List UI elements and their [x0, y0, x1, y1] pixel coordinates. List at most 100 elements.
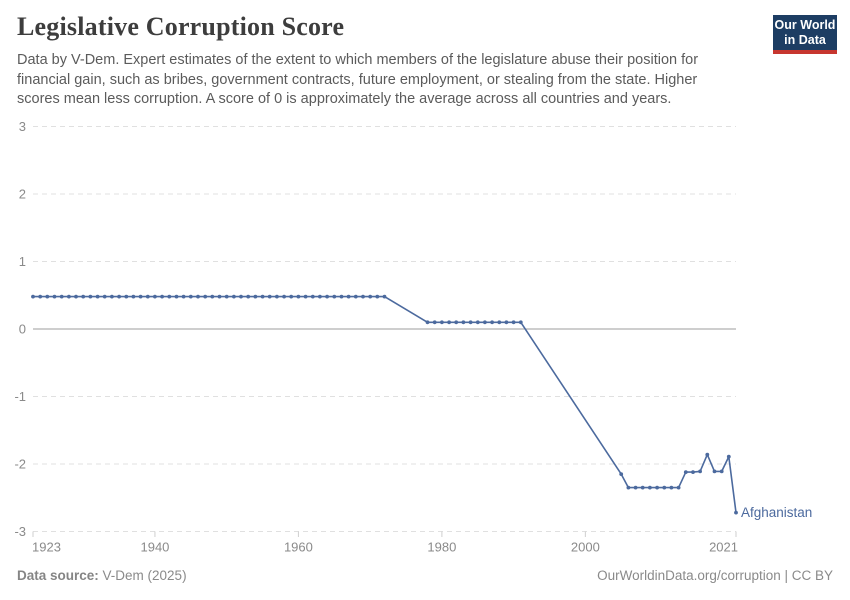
data-point [490, 320, 494, 325]
data-point [511, 320, 516, 325]
data-point [188, 294, 193, 299]
data-point [124, 294, 129, 299]
data-point [432, 320, 437, 325]
data-point [267, 294, 272, 299]
data-point [95, 294, 100, 299]
subtitle-line: scores mean less corruption. A score of … [17, 91, 672, 107]
data-point [74, 294, 78, 299]
data-point [425, 320, 430, 325]
data-point [368, 294, 373, 299]
data-point [31, 294, 35, 299]
data-point [174, 294, 179, 299]
y-axis-tick-label: 2 [19, 187, 26, 202]
data-point [282, 294, 286, 299]
data-point [461, 320, 466, 325]
data-point [712, 469, 717, 474]
data-point [497, 320, 502, 325]
data-point [246, 294, 251, 299]
data-point [260, 294, 265, 299]
data-point [239, 294, 243, 299]
data-point [633, 485, 638, 490]
data-point [346, 294, 351, 299]
data-point [655, 485, 659, 490]
y-axis-tick-label: -3 [14, 524, 26, 539]
data-point [662, 485, 667, 490]
data-point [504, 320, 509, 325]
data-point [353, 294, 358, 299]
x-axis-tick-label: 2000 [571, 540, 600, 555]
data-point [117, 294, 121, 299]
data-point [167, 294, 172, 299]
data-point [52, 294, 57, 299]
y-axis-tick-label: 0 [19, 322, 26, 337]
data-point [683, 470, 688, 474]
data-point [217, 294, 222, 299]
y-axis-tick-label: 1 [19, 254, 26, 269]
data-point [468, 320, 473, 325]
data-point [310, 294, 315, 299]
data-point [196, 294, 200, 299]
owid-logo[interactable]: Our World in Data [773, 15, 837, 54]
data-point [619, 472, 624, 476]
data-point [303, 294, 308, 299]
x-axis-tick-label: 1923 [32, 540, 61, 555]
logo-line-2: in Data [784, 33, 826, 47]
data-point [45, 294, 50, 299]
data-point [67, 294, 71, 299]
data-point [289, 294, 294, 299]
subtitle-line: financial gain, such as bribes, governme… [17, 71, 698, 88]
x-axis-tick-label: 1980 [427, 540, 456, 555]
page-title: Legislative Corruption Score [17, 12, 345, 41]
data-point [145, 294, 150, 299]
data-point [153, 294, 157, 299]
chart-subtitle: Data by V-Dem. Expert estimates of the e… [17, 51, 757, 110]
data-point [440, 320, 444, 325]
data-point [691, 470, 695, 474]
data-point [203, 294, 208, 299]
data-point [224, 294, 229, 299]
data-point [253, 294, 258, 299]
data-point [669, 485, 674, 490]
data-point [339, 294, 344, 299]
data-point [38, 294, 43, 299]
data-point [110, 294, 114, 299]
data-point [447, 320, 451, 325]
data-point [210, 294, 215, 299]
data-point [318, 294, 322, 299]
data-point [88, 294, 93, 299]
data-point [81, 294, 86, 299]
x-axis-tick-label: 1960 [284, 540, 313, 555]
data-point [325, 294, 329, 299]
data-point [483, 320, 487, 325]
data-point [640, 485, 645, 490]
data-point [232, 294, 236, 299]
x-axis-tick-label: 2021 [709, 540, 738, 555]
series-end-label: Afghanistan [741, 505, 812, 520]
subtitle-line: Data by V-Dem. Expert estimates of the e… [17, 52, 699, 68]
attribution-link[interactable]: OurWorldinData.org/corruption | CC BY [597, 568, 833, 583]
data-source-label: Data source: [17, 568, 99, 583]
data-point [454, 320, 459, 325]
y-axis-tick-label: 3 [19, 119, 26, 134]
data-point [626, 485, 631, 490]
data-point [475, 320, 480, 325]
x-axis-tick-label: 1940 [140, 540, 169, 555]
data-point [138, 294, 143, 299]
data-point [375, 294, 380, 299]
data-point [296, 294, 301, 299]
data-point [361, 294, 365, 299]
data-point [382, 294, 387, 299]
data-point [181, 294, 186, 299]
data-point [734, 510, 738, 515]
data-point [698, 469, 702, 474]
data-point [332, 294, 337, 299]
logo-line-1: Our World [774, 18, 836, 32]
data-point [131, 294, 136, 299]
data-point [275, 294, 279, 299]
data-point [102, 294, 107, 299]
data-source-value: V-Dem (2025) [98, 568, 187, 583]
data-point [59, 294, 64, 299]
data-point [160, 294, 165, 299]
